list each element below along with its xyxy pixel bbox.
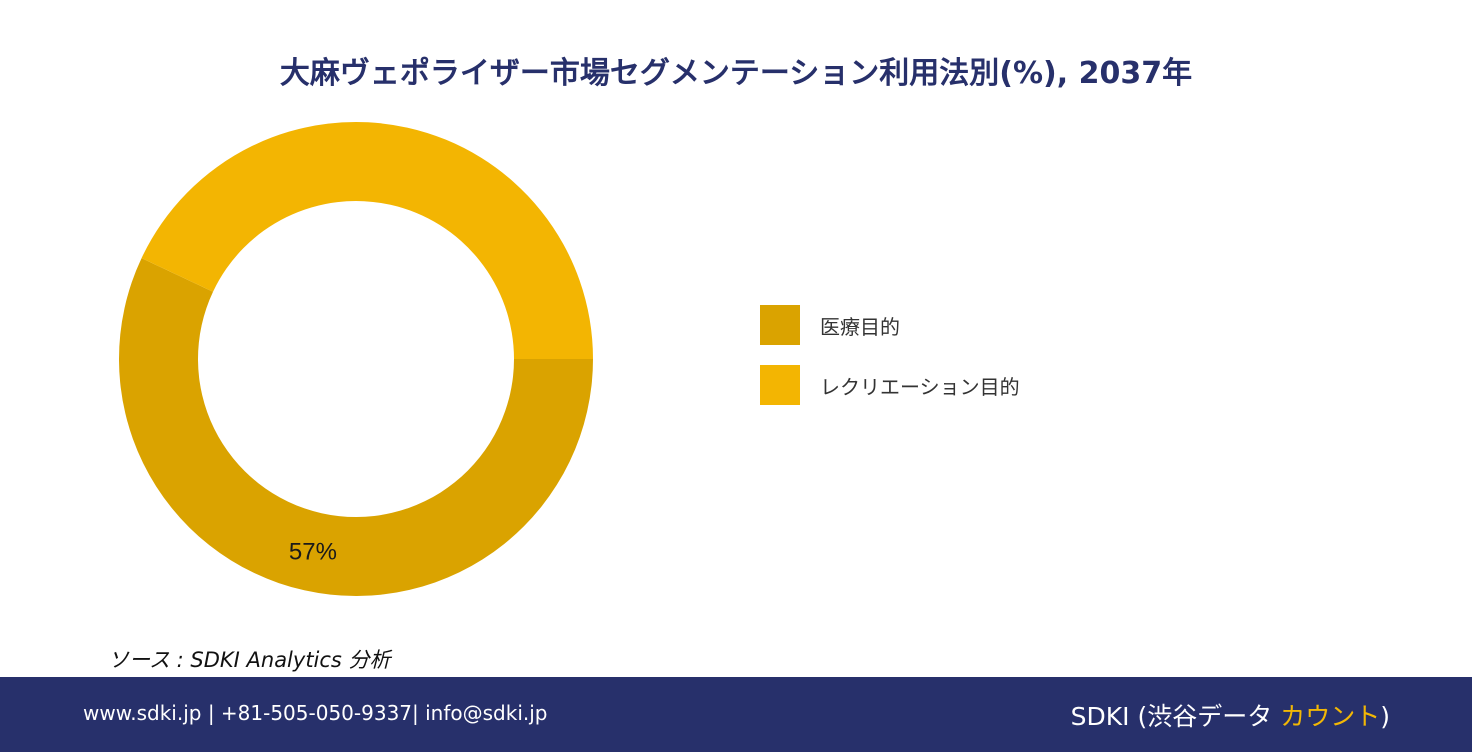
legend-label-recreational: レクリエーション目的 bbox=[820, 374, 1020, 399]
data-label-medical: 57% bbox=[289, 539, 337, 566]
footer-brand: SDKI (渋谷データ カウント) bbox=[1071, 697, 1390, 733]
legend-item-recreational: レクリエーション目的 bbox=[760, 365, 1020, 405]
brand-suffix: ) bbox=[1380, 702, 1390, 731]
source-note: ソース : SDKI Analytics 分析 bbox=[108, 648, 391, 672]
footer-bar: www.sdki.jp | +81-505-050-9337| info@sdk… bbox=[0, 677, 1472, 752]
legend-swatch-recreational bbox=[760, 365, 800, 405]
slice-recreational bbox=[141, 121, 594, 359]
footer-contact: www.sdki.jp | +81-505-050-9337| info@sdk… bbox=[83, 701, 548, 725]
legend-item-medical: 医療目的 bbox=[760, 305, 1020, 345]
chart-legend: 医療目的 レクリエーション目的 bbox=[760, 305, 1020, 425]
brand-accent: カウント bbox=[1280, 702, 1381, 731]
legend-label-medical: 医療目的 bbox=[820, 314, 900, 339]
chart-title: 大麻ヴェポライザー市場セグメンテーション利用法別(%), 2037年 bbox=[279, 56, 1193, 91]
legend-swatch-medical bbox=[760, 305, 800, 345]
brand-prefix: SDKI (渋谷データ bbox=[1070, 702, 1281, 731]
slice-medical bbox=[118, 258, 593, 596]
donut-chart: 57% bbox=[118, 121, 594, 596]
